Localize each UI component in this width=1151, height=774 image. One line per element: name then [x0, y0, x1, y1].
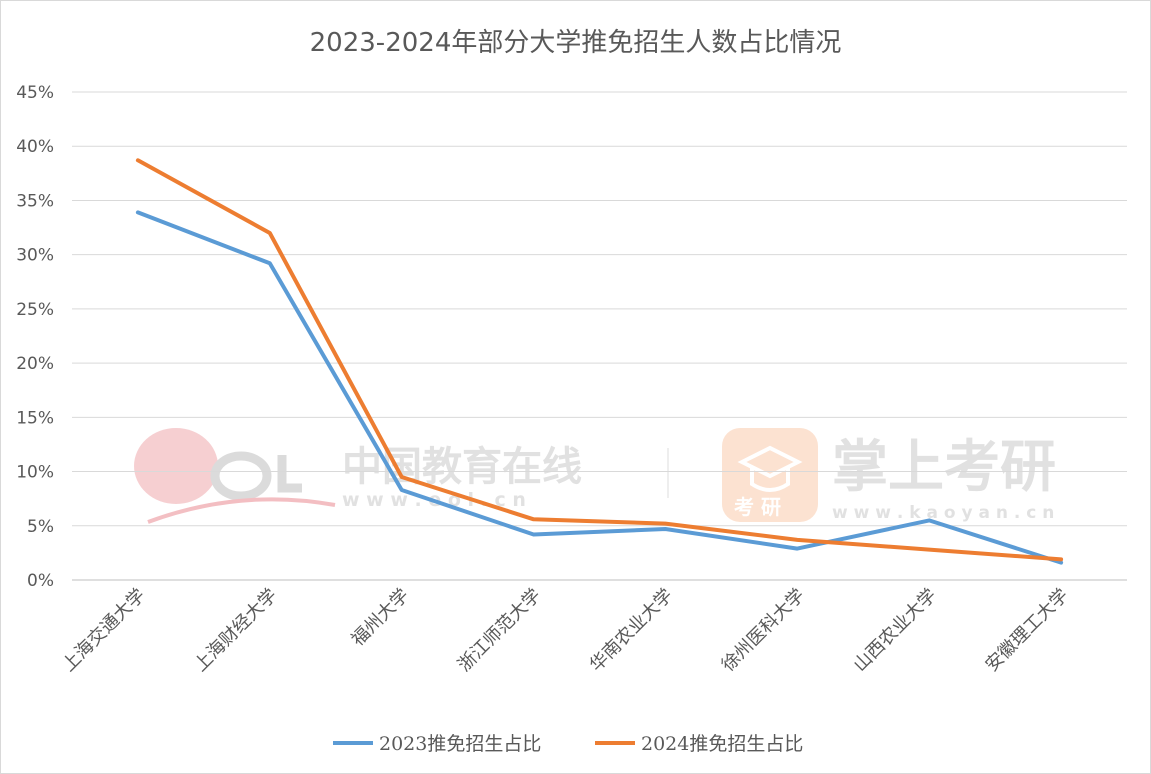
- y-tick-label: 25%: [16, 300, 54, 320]
- legend-label: 2023推免招生占比: [379, 733, 541, 755]
- watermark-right-url: w w w . k a o y a n . c n: [832, 503, 1054, 523]
- y-tick-label: 35%: [16, 191, 54, 211]
- legend-label: 2024推免招生占比: [641, 733, 803, 755]
- x-category-label: 福州大学: [347, 585, 413, 651]
- x-category-label: 安徽理工大学: [981, 585, 1072, 676]
- chart-title: 2023-2024年部分大学推免招生人数占比情况: [309, 28, 842, 58]
- y-tick-label: 10%: [16, 463, 54, 483]
- x-category-label: 徐州医科大学: [718, 585, 809, 676]
- watermark: 中国教育在线 w w w . e o l . c n 考 研 掌上考研 w w …: [134, 428, 1056, 524]
- eol-logo-icon: [134, 428, 336, 524]
- legend: 2023推免招生占比 2024推免招生占比: [333, 733, 803, 755]
- x-category-label: 上海交通大学: [58, 585, 149, 676]
- series-line-1: [135, 210, 1064, 565]
- y-axis-ticks: 0% 5% 10% 15% 20% 25% 30% 35% 40% 45%: [16, 83, 54, 591]
- y-tick-label: 0%: [27, 571, 54, 591]
- x-category-label: 华南农业大学: [586, 585, 677, 676]
- y-tick-label: 20%: [16, 354, 54, 374]
- series-lines: [135, 158, 1064, 565]
- x-category-label: 浙江师范大学: [454, 585, 545, 676]
- watermark-right-name: 掌上考研: [832, 435, 1056, 500]
- y-tick-label: 5%: [27, 517, 54, 537]
- x-category-label: 上海财经大学: [190, 585, 281, 676]
- x-axis-categories: 上海交通大学 上海财经大学 福州大学 浙江师范大学 华南农业大学 徐州医科大学 山西农业大学…: [58, 585, 1072, 676]
- series-line-2: [135, 158, 1064, 562]
- y-tick-label: 30%: [16, 246, 54, 266]
- y-tick-label: 45%: [16, 83, 54, 103]
- x-category-label: 山西农业大学: [850, 585, 941, 676]
- watermark-left-name: 中国教育在线: [342, 444, 582, 490]
- y-tick-label: 40%: [16, 137, 54, 157]
- y-tick-label: 15%: [16, 408, 54, 428]
- watermark-badge-text: 考 研: [734, 495, 781, 519]
